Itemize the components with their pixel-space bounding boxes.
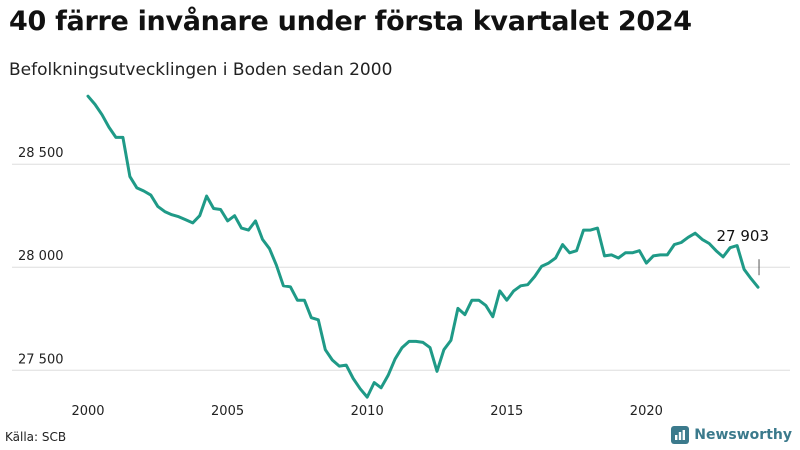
y-tick-label: 28 500 bbox=[18, 146, 64, 161]
x-tick-label: 2020 bbox=[630, 404, 663, 419]
y-tick-label: 28 000 bbox=[18, 249, 64, 264]
x-tick-label: 2000 bbox=[71, 404, 104, 419]
y-axis-ticks: 27 500 28 000 28 500 bbox=[18, 146, 64, 367]
chart-title: 40 färre invånare under första kvartalet… bbox=[9, 6, 692, 37]
annotation-label: 27 903 bbox=[717, 227, 770, 245]
end-annotation: 27 903 bbox=[717, 227, 770, 276]
gridlines bbox=[12, 163, 790, 371]
brand-logo: Newsworthy bbox=[671, 426, 792, 444]
x-tick-label: 2010 bbox=[351, 404, 384, 419]
x-tick-label: 2015 bbox=[490, 404, 523, 419]
chart-subtitle: Befolkningsutvecklingen i Boden sedan 20… bbox=[9, 60, 393, 80]
series-group bbox=[86, 94, 760, 399]
x-tick-label: 2005 bbox=[211, 404, 244, 419]
y-tick-label: 27 500 bbox=[18, 352, 64, 367]
series-line bbox=[86, 94, 760, 399]
x-axis-ticks: 2000 2005 2010 2015 2020 bbox=[71, 404, 662, 419]
brand-name: Newsworthy bbox=[694, 427, 792, 443]
source-note: Källa: SCB bbox=[5, 430, 67, 444]
bar-chart-icon bbox=[671, 426, 690, 444]
